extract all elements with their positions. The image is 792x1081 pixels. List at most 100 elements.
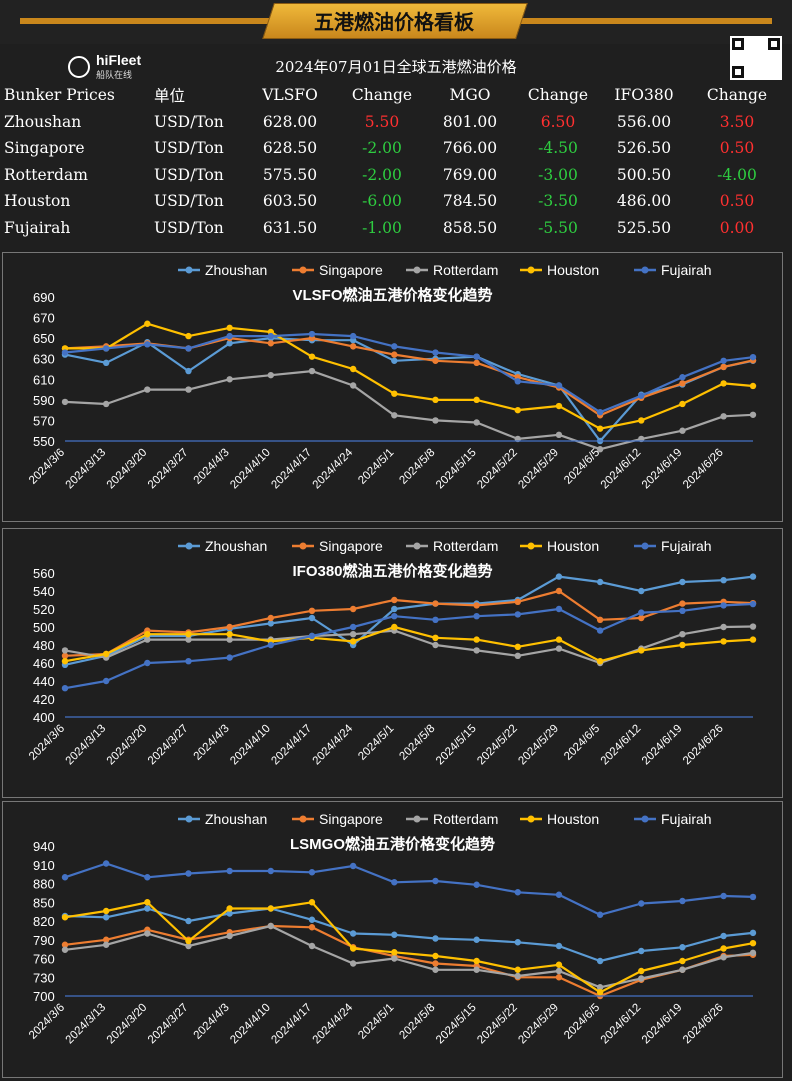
series-line-zhoushan bbox=[64, 575, 754, 666]
data-point-zhoushan bbox=[226, 910, 233, 917]
ifo380-change-cell: 3.50 bbox=[719, 112, 755, 131]
y-tick-label: 630 bbox=[33, 352, 55, 367]
data-point-fujairah bbox=[349, 623, 357, 631]
data-point-singapore bbox=[61, 652, 69, 659]
vlsfo-cell: 631.50 bbox=[262, 218, 318, 237]
data-point-rotterdam bbox=[61, 946, 69, 953]
x-tick-label: 2024/6/19 bbox=[640, 1002, 685, 1047]
data-point-rotterdam bbox=[679, 966, 686, 973]
legend-marker-zhoushan bbox=[185, 542, 193, 550]
data-point-singapore bbox=[349, 343, 357, 350]
data-point-houston bbox=[391, 390, 398, 397]
vlsfo-chart-panel: Zhoushan Singapore Rotterdam Houston Fujaira… bbox=[2, 252, 783, 522]
x-tick-label: 2024/5/15 bbox=[434, 1002, 479, 1047]
data-point-rotterdam bbox=[391, 412, 398, 419]
data-point-singapore bbox=[308, 924, 316, 931]
data-point-fujairah bbox=[473, 881, 480, 888]
data-point-singapore bbox=[514, 598, 521, 605]
data-point-houston bbox=[638, 647, 645, 654]
data-point-rotterdam bbox=[308, 942, 316, 950]
col-header-mgo: MGO bbox=[449, 86, 491, 105]
data-point-fujairah bbox=[226, 867, 233, 875]
data-point-rotterdam bbox=[267, 922, 275, 930]
data-point-fujairah bbox=[679, 897, 686, 905]
data-point-houston bbox=[61, 914, 69, 921]
data-point-houston bbox=[349, 365, 357, 373]
data-point-rotterdam bbox=[555, 967, 563, 975]
data-point-zhoushan bbox=[720, 577, 727, 584]
legend-marker-singapore bbox=[299, 542, 307, 550]
legend-label-singapore: Singapore bbox=[319, 811, 383, 827]
data-point-zhoushan bbox=[473, 936, 480, 943]
x-tick-label: 2024/5/22 bbox=[475, 447, 520, 492]
x-tick-label: 2024/5/8 bbox=[397, 1002, 437, 1042]
data-point-houston bbox=[432, 952, 439, 960]
data-point-rotterdam bbox=[349, 631, 357, 638]
data-point-fujairah bbox=[61, 349, 69, 356]
x-tick-label: 2024/3/27 bbox=[146, 723, 191, 768]
data-point-zhoushan bbox=[102, 359, 110, 367]
y-tick-label: 670 bbox=[33, 311, 55, 326]
data-point-houston bbox=[555, 961, 563, 968]
series-line-houston bbox=[65, 322, 754, 430]
data-point-singapore bbox=[391, 351, 398, 358]
chart-title: VLSFO燃油五港价格变化趋势 bbox=[292, 286, 492, 304]
data-point-fujairah bbox=[144, 874, 151, 881]
x-tick-label: 2024/6/26 bbox=[681, 723, 726, 768]
data-point-singapore bbox=[473, 359, 480, 367]
data-point-houston bbox=[638, 967, 645, 975]
x-tick-label: 2024/5/1 bbox=[356, 447, 396, 487]
data-point-rotterdam bbox=[185, 636, 192, 643]
data-point-fujairah bbox=[514, 378, 521, 385]
ifo380-cell: 526.50 bbox=[616, 139, 672, 158]
legend-label-fujairah: Fujairah bbox=[661, 811, 712, 827]
data-point-houston bbox=[61, 658, 69, 665]
y-tick-label: 940 bbox=[33, 839, 55, 854]
data-point-singapore bbox=[391, 596, 398, 604]
data-point-fujairah bbox=[679, 374, 686, 381]
data-point-singapore bbox=[679, 380, 686, 387]
data-point-zhoushan bbox=[638, 587, 645, 595]
mgo-cell: 858.50 bbox=[442, 218, 498, 237]
banner-left-bar bbox=[20, 18, 270, 24]
mgo-cell: 801.00 bbox=[442, 112, 498, 131]
x-tick-label: 2024/5/22 bbox=[475, 723, 520, 768]
x-tick-label: 2024/5/15 bbox=[434, 447, 479, 492]
legend-label-zhoushan: Zhoushan bbox=[205, 811, 267, 827]
table-row: Rotterdam USD/Ton 575.50 -2.00 769.00 -3.00 50… bbox=[0, 162, 792, 189]
data-point-houston bbox=[720, 945, 727, 952]
legend-marker-fujairah bbox=[641, 542, 649, 550]
data-point-fujairah bbox=[391, 343, 398, 350]
unit-cell: USD/Ton bbox=[154, 165, 224, 184]
hifleet-logo: hiFleet 船队在线 bbox=[68, 52, 158, 81]
x-tick-label: 2024/4/10 bbox=[228, 447, 273, 492]
series-line-singapore bbox=[64, 589, 754, 657]
legend-label-houston: Houston bbox=[547, 538, 599, 554]
data-point-fujairah bbox=[308, 632, 316, 640]
legend-marker-fujairah bbox=[641, 815, 649, 823]
series-line-zhoushan bbox=[64, 907, 754, 963]
lsmgo-chart: Zhoushan Singapore Rotterdam Houston Fujaira… bbox=[27, 811, 757, 1047]
unit-cell: USD/Ton bbox=[154, 218, 224, 237]
table-row: Houston USD/Ton 603.50 -6.00 784.50 -3.50 486.… bbox=[0, 188, 792, 215]
x-tick-label: 2024/6/5 bbox=[562, 723, 602, 763]
data-point-houston bbox=[749, 382, 757, 390]
x-tick-label: 2024/5/1 bbox=[356, 723, 396, 763]
data-point-fujairah bbox=[432, 616, 439, 623]
data-point-rotterdam bbox=[144, 636, 151, 643]
table-row: Zhoushan USD/Ton 628.00 5.50 801.00 6.50 556.0… bbox=[0, 109, 792, 136]
data-point-houston bbox=[596, 658, 604, 665]
mgo-cell: 769.00 bbox=[442, 165, 498, 184]
y-tick-label: 760 bbox=[33, 952, 55, 967]
y-tick-label: 700 bbox=[33, 989, 55, 1004]
data-point-rotterdam bbox=[596, 984, 604, 991]
legend-marker-rotterdam bbox=[413, 542, 421, 550]
data-point-fujairah bbox=[555, 605, 563, 613]
data-point-houston bbox=[185, 937, 192, 945]
data-point-houston bbox=[226, 905, 233, 912]
x-tick-label: 2024/5/8 bbox=[397, 447, 437, 487]
data-point-zhoushan bbox=[555, 942, 563, 950]
data-point-zhoushan bbox=[638, 947, 645, 955]
legend-marker-houston bbox=[527, 815, 535, 823]
legend-marker-fujairah bbox=[641, 266, 649, 274]
